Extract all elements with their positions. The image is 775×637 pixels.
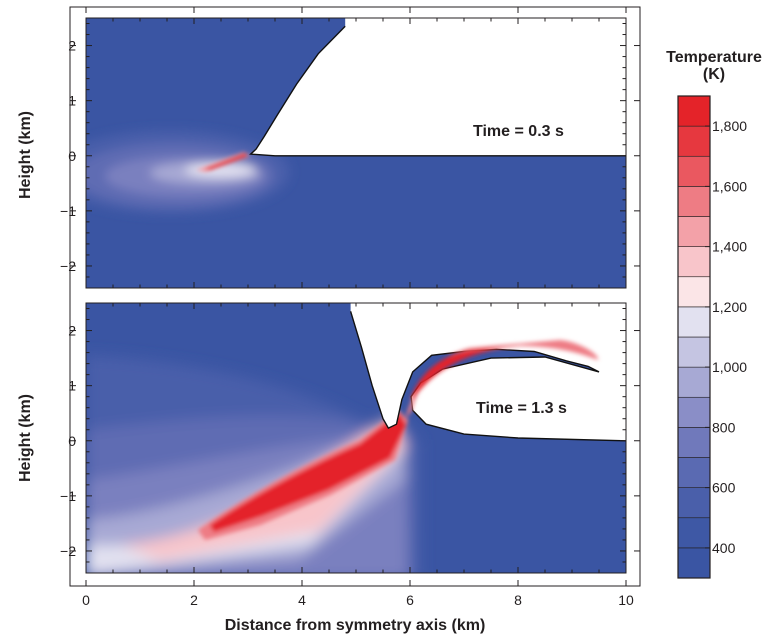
colorbar-tick-label: 1,600 [712, 178, 747, 194]
colorbar-swatch [677, 427, 711, 458]
colorbar-swatch [677, 487, 711, 519]
panel-bottom-surface [349, 311, 626, 442]
colorbar-swatch [677, 336, 711, 368]
colorbar-swatch [677, 457, 711, 488]
panel-bottom-annotation: Time = 1.3 s [476, 400, 567, 417]
panel-top-annotation: Time = 0.3 s [473, 123, 564, 140]
x-tick-label: 4 [298, 592, 306, 608]
colorbar-title: Temperature [666, 49, 762, 66]
panel-bottom-axes: 210−1−2 [60, 7, 640, 586]
colorbar-swatch [677, 276, 711, 308]
x-tick-label: 10 [618, 592, 634, 608]
colorbar-swatches [677, 95, 711, 579]
colorbar-swatch [677, 366, 711, 398]
y-tick-label: −1 [60, 203, 76, 219]
figure-frame [69, 6, 641, 587]
colorbar-swatch [677, 155, 711, 187]
x-axis-title: Distance from symmetry axis (km) [225, 617, 486, 634]
panel-bottom-air [350, 303, 626, 441]
panel-top-ylabel: Height (km) [17, 111, 34, 199]
x-tick-labels: 0 2 4 6 8 10 [82, 592, 634, 608]
x-tick-label: 0 [82, 592, 90, 608]
colorbar-tick-label: 600 [712, 480, 736, 496]
x-tick-label: 6 [406, 592, 414, 608]
colorbar: Temperature (K) 400 600 800 1,000 1,200 1,400… [666, 49, 762, 579]
colorbar-tick-label: 1,200 [712, 299, 747, 315]
colorbar-swatch [677, 186, 711, 217]
panel-bottom-field [86, 303, 626, 573]
panel-bottom-ejecta [405, 340, 599, 420]
panel-top-surface [249, 25, 626, 157]
colorbar-tick-label: 1,000 [712, 359, 747, 375]
panel-top-air [250, 18, 626, 156]
y-tick-label: −1 [60, 488, 76, 504]
panel-bottom-ylabel: Height (km) [17, 394, 34, 482]
colorbar-swatch [677, 95, 711, 127]
colorbar-swatch [677, 517, 711, 549]
x-tick-label: 2 [190, 592, 198, 608]
colorbar-tick-label: 1,400 [712, 239, 747, 255]
colorbar-frame [677, 95, 711, 579]
colorbar-ticks: 400 600 800 1,000 1,200 1,400 1,600 1,800 [705, 118, 747, 556]
y-tick-label: −2 [60, 258, 76, 274]
colorbar-tick-label: 400 [712, 540, 736, 556]
colorbar-tick-label: 800 [712, 419, 736, 435]
y-tick-label: −2 [60, 543, 76, 559]
colorbar-swatch [677, 216, 711, 247]
colorbar-swatch [677, 125, 711, 157]
colorbar-swatch [677, 306, 711, 338]
colorbar-swatch [677, 246, 711, 278]
colorbar-tick-label: 1,800 [712, 118, 747, 134]
colorbar-swatch [677, 396, 711, 428]
panel-top: 210−1−2 Time = 0.3 s Height (km) [17, 7, 640, 586]
x-tick-label: 8 [514, 592, 522, 608]
panel-bottom: 210−1−2 Time = 1.3 s Height (km) [17, 7, 640, 586]
panel-top-field [86, 18, 626, 288]
colorbar-swatch [677, 547, 711, 579]
colorbar-unit: (K) [703, 66, 725, 83]
